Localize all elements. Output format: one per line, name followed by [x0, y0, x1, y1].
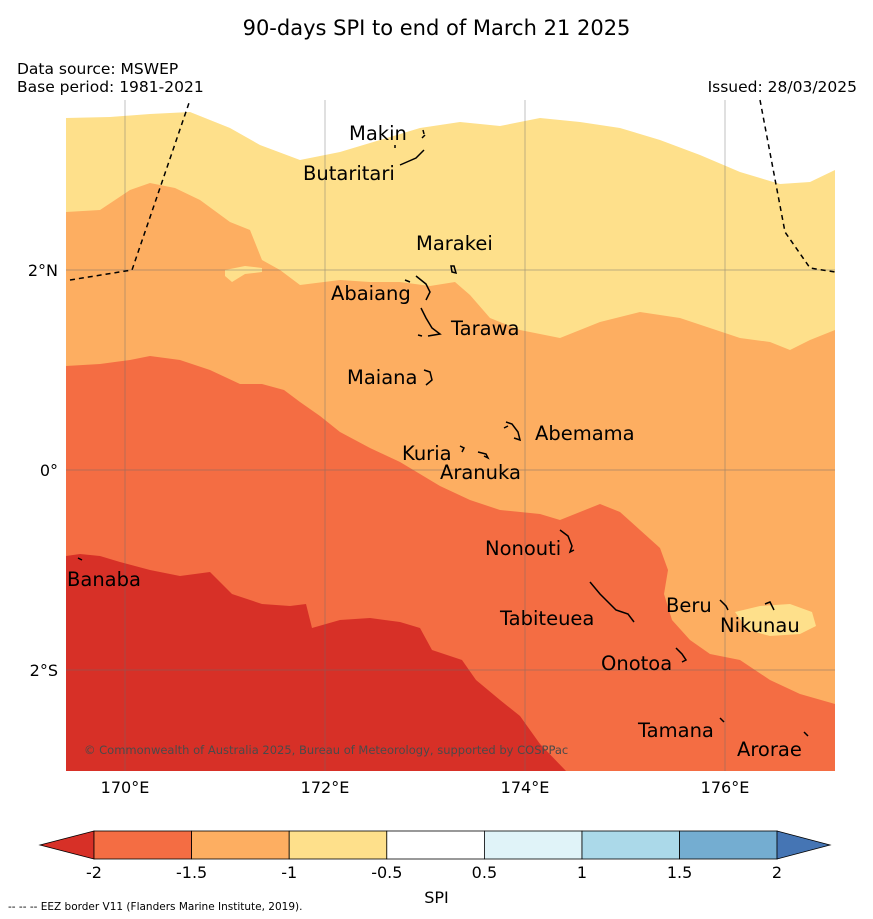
place-label-abaiang: Abaiang: [331, 282, 411, 305]
spi-region-nikunau-patch: [735, 604, 816, 636]
issued-date-text: Issued: 28/03/2025: [707, 78, 857, 96]
colorbar-segment: [483, 830, 583, 860]
colorbar-segment: [93, 830, 192, 860]
data-source-text: Data source: MSWEP: [17, 60, 179, 78]
colorbar-segment: [191, 830, 290, 860]
place-label-makin: Makin: [349, 122, 407, 145]
place-label-tamana: Tamana: [637, 719, 714, 742]
colorbar-label: SPI: [424, 888, 449, 907]
place-label-aranuka: Aranuka: [440, 461, 521, 484]
place-label-banaba: Banaba: [67, 568, 141, 591]
lon-labels: 170°E 172°E 174°E 176°E: [101, 778, 750, 797]
eez-border-note: -- -- -- EEZ border V11 (Flanders Marine…: [8, 901, 303, 913]
place-label-tabiteuea: Tabiteuea: [499, 607, 594, 630]
colorbar-segment: [386, 830, 485, 860]
spi-fields: [66, 112, 835, 771]
colorbar-tick-label: 1: [577, 863, 587, 882]
graticule: [66, 100, 835, 771]
place-label-abemama: Abemama: [535, 422, 635, 445]
place-labels: Makin Butaritari Marakei Abaiang Tarawa …: [67, 122, 802, 761]
colorbar-tick-label: -1.5: [176, 863, 207, 882]
place-label-nonouti: Nonouti: [485, 537, 561, 560]
lon-label-174e: 174°E: [501, 778, 550, 797]
island-outlines: [77, 129, 809, 737]
place-label-maiana: Maiana: [347, 366, 417, 389]
lat-label-0: 0°: [40, 461, 58, 480]
colorbar-tick-label: -2: [86, 863, 102, 882]
spi-colorbar: -2 -1.5 -1 -0.5 0.5 1 1.5 2: [38, 830, 832, 882]
lon-label-170e: 170°E: [101, 778, 150, 797]
colorbar-segment: [581, 830, 680, 860]
eez-borders: [69, 99, 836, 281]
spi-region-extreme-dry: [66, 554, 566, 771]
place-label-kuria: Kuria: [402, 442, 452, 465]
colorbar-extend-high: [776, 830, 832, 860]
place-label-marakei: Marakei: [416, 232, 493, 255]
base-period-text: Base period: 1981-2021: [17, 78, 204, 96]
lon-label-176e: 176°E: [701, 778, 750, 797]
colorbar-tick-label: 2: [772, 863, 782, 882]
colorbar-extend-low: [38, 830, 95, 860]
lon-label-172e: 172°E: [301, 778, 350, 797]
place-label-butaritari: Butaritari: [303, 162, 395, 185]
lat-labels: 2°N 0° 2°S: [28, 261, 58, 680]
colorbar-segment: [679, 830, 778, 860]
place-label-beru: Beru: [666, 594, 712, 617]
place-label-onotoa: Onotoa: [601, 652, 672, 675]
place-label-arorae: Arorae: [737, 738, 802, 761]
map-title: 90-days SPI to end of March 21 2025: [242, 16, 631, 40]
colorbar-tick-label: -0.5: [371, 863, 402, 882]
place-label-nikunau: Nikunau: [720, 614, 800, 637]
colorbar-tick-label: 0.5: [472, 863, 497, 882]
lat-label-2n: 2°N: [28, 261, 58, 280]
lat-label-2s: 2°S: [30, 661, 58, 680]
colorbar-tick-label: -1: [281, 863, 297, 882]
copyright-notice: © Commonwealth of Australia 2025, Bureau…: [84, 743, 568, 757]
colorbar-segment: [288, 830, 388, 860]
colorbar-tick-label: 1.5: [667, 863, 692, 882]
colorbar-ticks: -2 -1.5 -1 -0.5 0.5 1 1.5 2: [86, 863, 782, 882]
place-label-tarawa: Tarawa: [450, 317, 520, 340]
